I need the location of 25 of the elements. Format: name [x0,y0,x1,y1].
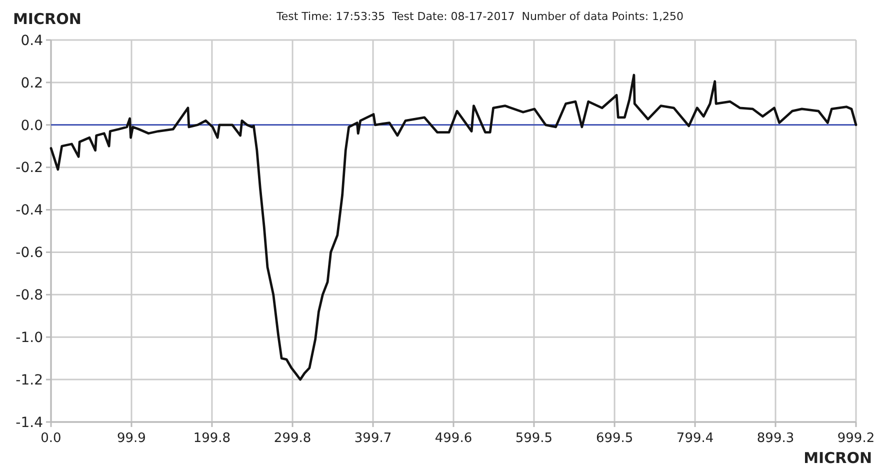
y-tick-label: -1.0 [16,330,43,346]
x-tick-label: 499.6 [434,431,472,446]
y-tick-label: -1.2 [16,372,43,388]
y-tick-label: 0.2 [20,75,43,92]
x-tick-label: 799.4 [676,431,714,446]
y-tick-label: -0.2 [16,160,43,176]
x-tick-label: 199.8 [193,431,231,446]
y-tick-label: 0.0 [20,118,43,134]
y-tick-label: -0.8 [16,288,43,304]
y-tick-label: -1.4 [16,414,44,431]
x-tick-label: 399.7 [354,431,392,446]
line-series [50,74,858,381]
y-tick-label: -0.4 [16,202,44,219]
x-axis-title: MICRON [804,449,872,467]
x-tick-label: 699.5 [596,431,634,446]
x-tick-label: 299.8 [274,431,312,446]
x-tick-label: 999.2 [837,431,875,446]
x-tick-label: 99.9 [117,431,146,446]
y-axis-title: MICRON [13,10,82,28]
y-tick-label: 0.4 [20,32,44,49]
y-tick-label: -0.6 [16,245,44,262]
x-tick-label: 599.5 [515,431,553,446]
x-tick-label: 0.0 [40,431,62,446]
chart-title: Test Time: 17:53:35 Test Date: 08-17-2017 Number of data Points: 1,250 [275,10,684,23]
x-tick-label: 899.3 [756,431,794,446]
